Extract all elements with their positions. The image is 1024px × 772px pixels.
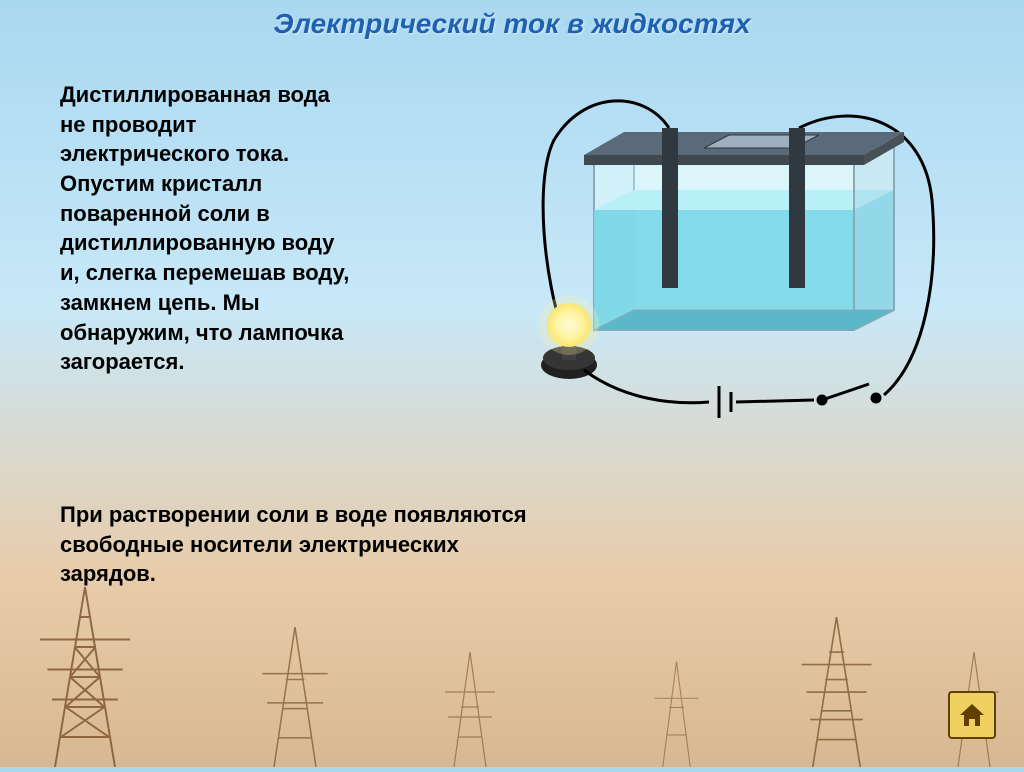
home-icon	[957, 700, 987, 730]
pylon-decoration	[440, 647, 500, 767]
page-title: Электрический ток в жидкостях	[0, 0, 1024, 40]
tank-lid	[584, 132, 904, 165]
pylon-decoration	[649, 657, 704, 767]
content-row: Дистиллированная вода не проводит электр…	[0, 40, 1024, 480]
main-paragraph: Дистиллированная вода не проводит электр…	[60, 80, 360, 460]
pylon-decoration	[799, 617, 874, 767]
light-bulb	[539, 295, 599, 379]
pylon-decoration	[260, 627, 330, 767]
wire-battery-switch	[736, 400, 814, 402]
tank	[594, 140, 894, 330]
battery-symbol	[719, 386, 731, 418]
wire-bulb-battery	[584, 370, 709, 403]
pylon-decoration	[40, 587, 130, 767]
home-button[interactable]	[948, 691, 996, 739]
experiment-diagram	[400, 80, 964, 460]
switch-symbol	[818, 384, 880, 404]
